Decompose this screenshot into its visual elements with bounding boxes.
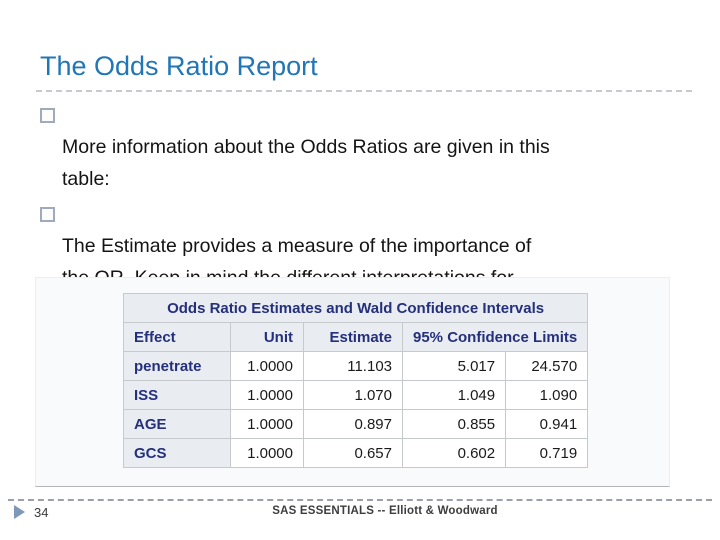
column-header-estimate: Estimate xyxy=(303,322,403,352)
footer-divider xyxy=(8,499,712,501)
bullet-list: More information about the Odds Ratios a… xyxy=(40,99,656,329)
table-row: penetrate 1.0000 11.103 5.017 24.570 xyxy=(123,351,589,381)
cell-ci-high: 1.090 xyxy=(505,380,589,410)
cell-unit: 1.0000 xyxy=(230,380,304,410)
cell-ci-high: 0.941 xyxy=(505,409,589,439)
table-header-row: Effect Unit Estimate 95% Confidence Limi… xyxy=(123,322,589,352)
cell-ci-low: 1.049 xyxy=(401,380,507,410)
table-row: AGE 1.0000 0.897 0.855 0.941 xyxy=(123,409,589,439)
cell-effect: GCS xyxy=(123,438,231,468)
bullet-text-1: More information about the Odds Ratios a… xyxy=(62,136,550,190)
cell-unit: 1.0000 xyxy=(230,409,304,439)
sas-output-panel: Odds Ratio Estimates and Wald Confidence… xyxy=(35,277,670,487)
cell-estimate: 0.657 xyxy=(303,438,403,468)
cell-effect: AGE xyxy=(123,409,231,439)
slide-title: The Odds Ratio Report xyxy=(40,51,318,81)
cell-ci-low: 5.017 xyxy=(401,351,507,381)
cell-estimate: 0.897 xyxy=(303,409,403,439)
table-row: ISS 1.0000 1.070 1.049 1.090 xyxy=(123,380,589,410)
column-header-effect: Effect xyxy=(123,322,231,352)
title-divider xyxy=(36,90,692,92)
square-bullet-icon xyxy=(40,207,55,222)
odds-ratio-table: Odds Ratio Estimates and Wald Confidence… xyxy=(122,293,589,468)
table-title-row: Odds Ratio Estimates and Wald Confidence… xyxy=(122,293,589,323)
footer-arrow-icon xyxy=(14,505,25,519)
cell-unit: 1.0000 xyxy=(230,351,304,381)
column-header-confidence: 95% Confidence Limits xyxy=(401,322,589,352)
cell-estimate: 11.103 xyxy=(303,351,403,381)
cell-estimate: 1.070 xyxy=(303,380,403,410)
cell-unit: 1.0000 xyxy=(230,438,304,468)
column-header-unit: Unit xyxy=(230,322,304,352)
cell-effect: ISS xyxy=(123,380,231,410)
cell-ci-high: 24.570 xyxy=(505,351,589,381)
square-bullet-icon xyxy=(40,108,55,123)
table-title: Odds Ratio Estimates and Wald Confidence… xyxy=(122,293,589,323)
page-number: 34 xyxy=(34,505,49,520)
cell-ci-high: 0.719 xyxy=(505,438,589,468)
cell-ci-low: 0.602 xyxy=(401,438,507,468)
bullet-item-1: More information about the Odds Ratios a… xyxy=(40,99,656,195)
footer-credit: SAS ESSENTIALS -- Elliott & Woodward xyxy=(272,505,498,517)
table-row: GCS 1.0000 0.657 0.602 0.719 xyxy=(123,438,589,468)
cell-effect: penetrate xyxy=(123,351,231,381)
cell-ci-low: 0.855 xyxy=(401,409,507,439)
